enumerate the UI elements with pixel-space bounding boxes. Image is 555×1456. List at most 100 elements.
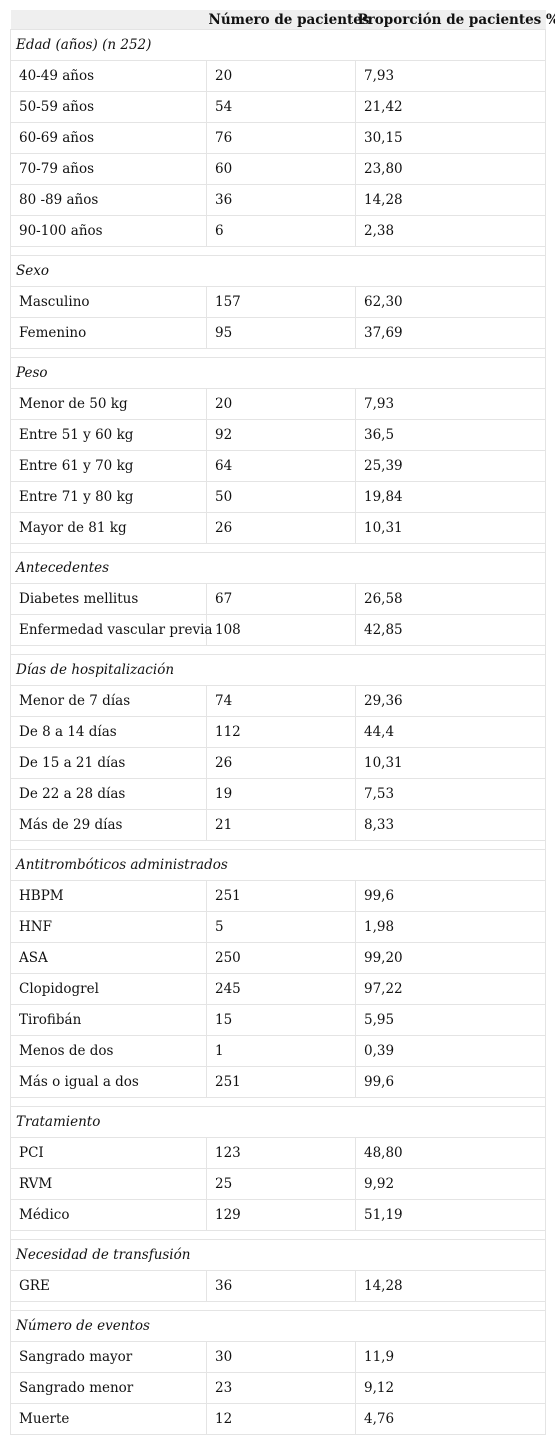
row-percentage: 8,33 xyxy=(355,809,546,841)
row-count: 36 xyxy=(206,1270,356,1302)
section-spacer-cell xyxy=(10,840,546,850)
row-percentage: 9,12 xyxy=(355,1372,546,1404)
table-row: Menor de 7 días 74 29,36 xyxy=(10,685,546,717)
row-label: GRE xyxy=(10,1270,207,1302)
table-row: Clopidogrel 245 97,22 xyxy=(10,973,546,1005)
row-count: 95 xyxy=(206,317,356,349)
section-header-row: Sexo xyxy=(10,255,546,287)
section-spacer xyxy=(10,543,546,553)
row-count: 54 xyxy=(206,91,356,123)
table-header: Número de pacientes Proporción de pacien… xyxy=(10,10,555,30)
row-count: 245 xyxy=(206,973,356,1005)
table-row: 70-79 años 60 23,80 xyxy=(10,153,546,185)
section-spacer-cell xyxy=(10,543,546,553)
row-percentage: 99,20 xyxy=(355,942,546,974)
table-row: Entre 61 y 70 kg 64 25,39 xyxy=(10,450,546,482)
table-row: PCI 123 48,80 xyxy=(10,1137,546,1169)
section-spacer-cell xyxy=(10,1301,546,1311)
table-row: Diabetes mellitus 67 26,58 xyxy=(10,583,546,615)
row-percentage: 5,95 xyxy=(355,1004,546,1036)
row-count: 20 xyxy=(206,60,356,92)
row-count: 6 xyxy=(206,215,356,247)
row-label: Masculino xyxy=(10,286,207,318)
section-title: Necesidad de transfusión xyxy=(10,1239,546,1271)
table-row: De 15 a 21 días 26 10,31 xyxy=(10,747,546,779)
row-percentage: 21,42 xyxy=(355,91,546,123)
row-percentage: 97,22 xyxy=(355,973,546,1005)
row-count: 20 xyxy=(206,388,356,420)
row-label: 50-59 años xyxy=(10,91,207,123)
row-count: 19 xyxy=(206,778,356,810)
section-spacer xyxy=(10,840,546,850)
header-patient-count: Número de pacientes xyxy=(206,10,370,30)
row-label: 70-79 años xyxy=(10,153,207,185)
row-count: 129 xyxy=(206,1199,356,1231)
row-count: 25 xyxy=(206,1168,356,1200)
row-count: 30 xyxy=(206,1341,356,1373)
row-count: 60 xyxy=(206,153,356,185)
row-percentage: 25,39 xyxy=(355,450,546,482)
table-row: HNF 5 1,98 xyxy=(10,911,546,943)
section-spacer-cell xyxy=(10,348,546,358)
row-label: Diabetes mellitus xyxy=(10,583,207,615)
row-percentage: 23,80 xyxy=(355,153,546,185)
header-patient-proportion: Proporción de pacientes % xyxy=(355,10,555,30)
table-row: HBPM 251 99,6 xyxy=(10,880,546,912)
row-percentage: 62,30 xyxy=(355,286,546,318)
row-count: 92 xyxy=(206,419,356,451)
header-blank xyxy=(10,10,207,30)
table-row: ASA 250 99,20 xyxy=(10,942,546,974)
section-spacer-cell xyxy=(10,1097,546,1107)
section-title: Antecedentes xyxy=(10,552,546,584)
row-percentage: 0,39 xyxy=(355,1035,546,1067)
row-label: 80 -89 años xyxy=(10,184,207,216)
section-title: Número de eventos xyxy=(10,1310,546,1342)
row-count: 64 xyxy=(206,450,356,482)
row-count: 76 xyxy=(206,122,356,154)
row-label: 90-100 años xyxy=(10,215,207,247)
data-table-container: Número de pacientes Proporción de pacien… xyxy=(10,10,555,1435)
section-header-row: Necesidad de transfusión xyxy=(10,1239,546,1271)
row-label: Más de 29 días xyxy=(10,809,207,841)
row-label: Menos de dos xyxy=(10,1035,207,1067)
table-row: Médico 129 51,19 xyxy=(10,1199,546,1231)
row-percentage: 4,76 xyxy=(355,1403,546,1435)
row-label: Entre 71 y 80 kg xyxy=(10,481,207,513)
row-percentage: 10,31 xyxy=(355,747,546,779)
row-label: Femenino xyxy=(10,317,207,349)
row-label: PCI xyxy=(10,1137,207,1169)
table-row: De 22 a 28 días 19 7,53 xyxy=(10,778,546,810)
row-label: Mayor de 81 kg xyxy=(10,512,207,544)
row-percentage: 9,92 xyxy=(355,1168,546,1200)
row-count: 251 xyxy=(206,1066,356,1098)
table-row: Tirofibán 15 5,95 xyxy=(10,1004,546,1036)
row-count: 50 xyxy=(206,481,356,513)
row-percentage: 7,53 xyxy=(355,778,546,810)
section-spacer xyxy=(10,246,546,256)
table-row: Entre 51 y 60 kg 92 36,5 xyxy=(10,419,546,451)
table-row: Sangrado mayor 30 11,9 xyxy=(10,1341,546,1373)
table-row: Femenino 95 37,69 xyxy=(10,317,546,349)
row-label: Entre 61 y 70 kg xyxy=(10,450,207,482)
row-count: 23 xyxy=(206,1372,356,1404)
section-header-row: Antecedentes xyxy=(10,552,546,584)
section-header-row: Peso xyxy=(10,357,546,389)
table-row: 80 -89 años 36 14,28 xyxy=(10,184,546,216)
row-percentage: 42,85 xyxy=(355,614,546,646)
row-percentage: 14,28 xyxy=(355,1270,546,1302)
row-label: Sangrado mayor xyxy=(10,1341,207,1373)
row-label: Enfermedad vascular previa xyxy=(10,614,212,646)
row-count: 251 xyxy=(206,880,356,912)
section-title: Días de hospitalización xyxy=(10,654,546,686)
row-label: Tirofibán xyxy=(10,1004,207,1036)
row-count: 5 xyxy=(206,911,356,943)
row-count: 26 xyxy=(206,512,356,544)
row-count: 26 xyxy=(206,747,356,779)
section-title: Tratamiento xyxy=(10,1106,546,1138)
section-header-row: Días de hospitalización xyxy=(10,654,546,686)
row-count: 21 xyxy=(206,809,356,841)
table-row: Enfermedad vascular previa 108 42,85 xyxy=(10,614,546,646)
section-title: Peso xyxy=(10,357,546,389)
row-label: Entre 51 y 60 kg xyxy=(10,419,207,451)
section-spacer xyxy=(10,645,546,655)
